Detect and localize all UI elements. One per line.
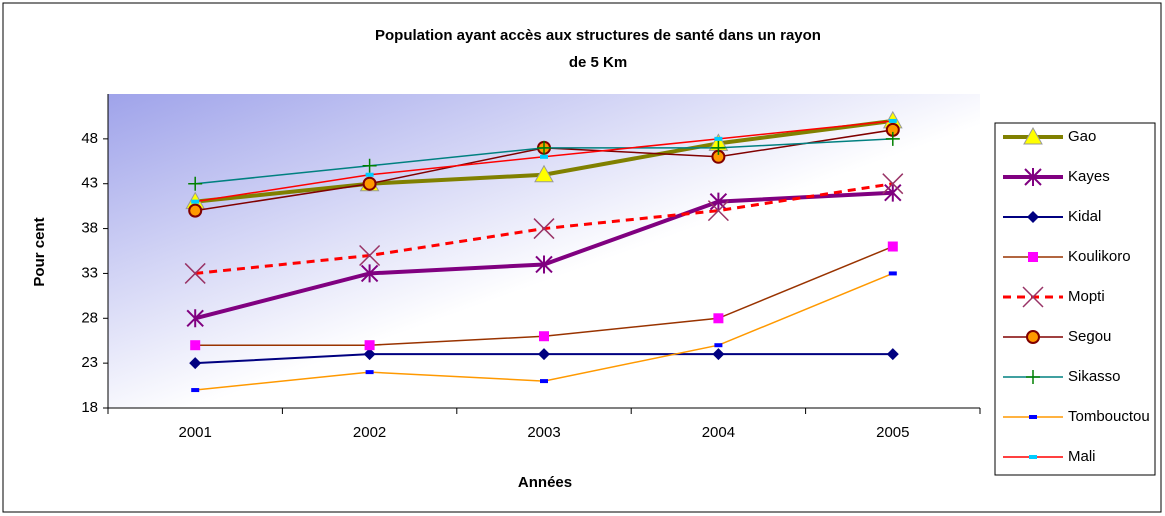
marker <box>533 218 555 240</box>
marker <box>1028 252 1038 262</box>
marker <box>191 199 200 204</box>
y-tick-label: 18 <box>81 399 98 416</box>
marker <box>1022 286 1044 308</box>
legend-label: Koulikoro <box>1068 248 1131 265</box>
marker <box>362 176 377 191</box>
x-tick-label: 2001 <box>179 424 212 441</box>
y-tick-label: 48 <box>81 130 98 147</box>
marker <box>1023 126 1043 145</box>
marker <box>184 262 206 284</box>
x-tick-label: 2002 <box>353 424 386 441</box>
x-tick-label: 2005 <box>876 424 909 441</box>
y-axis-label: Pour cent <box>31 217 48 286</box>
x-tick-label: 2004 <box>702 424 735 441</box>
marker <box>365 172 374 177</box>
chart-title: de 5 Km <box>569 54 627 71</box>
marker <box>711 140 726 155</box>
marker <box>534 164 554 183</box>
y-tick-label: 33 <box>81 264 98 281</box>
marker <box>188 176 203 191</box>
marker <box>537 140 551 155</box>
legend-label: Mali <box>1068 448 1096 465</box>
marker <box>186 309 204 328</box>
marker <box>1026 370 1040 384</box>
marker <box>190 340 201 351</box>
marker <box>714 136 723 141</box>
legend-label: Kidal <box>1068 208 1101 225</box>
marker <box>189 357 202 370</box>
chart-title: Population ayant accès aux structures de… <box>375 27 821 44</box>
marker <box>188 203 203 218</box>
marker <box>707 200 729 222</box>
x-axis-label: Années <box>518 474 572 491</box>
marker <box>535 255 553 274</box>
marker <box>191 388 200 393</box>
marker <box>1024 168 1042 186</box>
legend-label: Sikasso <box>1068 368 1121 385</box>
marker <box>362 158 377 173</box>
marker <box>540 379 548 384</box>
legend-label: Mopti <box>1068 288 1105 305</box>
marker <box>886 348 899 361</box>
marker <box>359 244 381 267</box>
marker <box>887 241 898 252</box>
legend-label: Tombouctou <box>1068 408 1150 425</box>
marker <box>363 348 376 361</box>
marker <box>888 118 897 123</box>
marker <box>1029 455 1037 459</box>
marker <box>888 271 897 276</box>
marker <box>884 183 902 202</box>
y-tick-label: 28 <box>81 309 98 326</box>
marker <box>885 131 900 146</box>
marker <box>1026 330 1040 344</box>
marker <box>365 370 374 375</box>
y-tick-label: 43 <box>81 175 98 192</box>
y-tick-label: 38 <box>81 220 98 237</box>
marker <box>1027 211 1039 223</box>
legend-label: Kayes <box>1068 168 1110 185</box>
marker <box>538 348 550 361</box>
marker <box>360 264 379 283</box>
marker <box>364 340 375 351</box>
marker <box>540 154 548 159</box>
marker <box>714 343 723 348</box>
legend-label: Gao <box>1068 128 1096 145</box>
marker <box>1029 415 1037 419</box>
marker <box>712 348 725 361</box>
marker <box>882 173 904 195</box>
legend-label: Segou <box>1068 328 1111 345</box>
marker <box>709 192 728 211</box>
x-tick-label: 2003 <box>527 424 560 441</box>
y-tick-label: 23 <box>81 354 98 371</box>
marker <box>539 331 549 342</box>
marker <box>713 313 724 324</box>
